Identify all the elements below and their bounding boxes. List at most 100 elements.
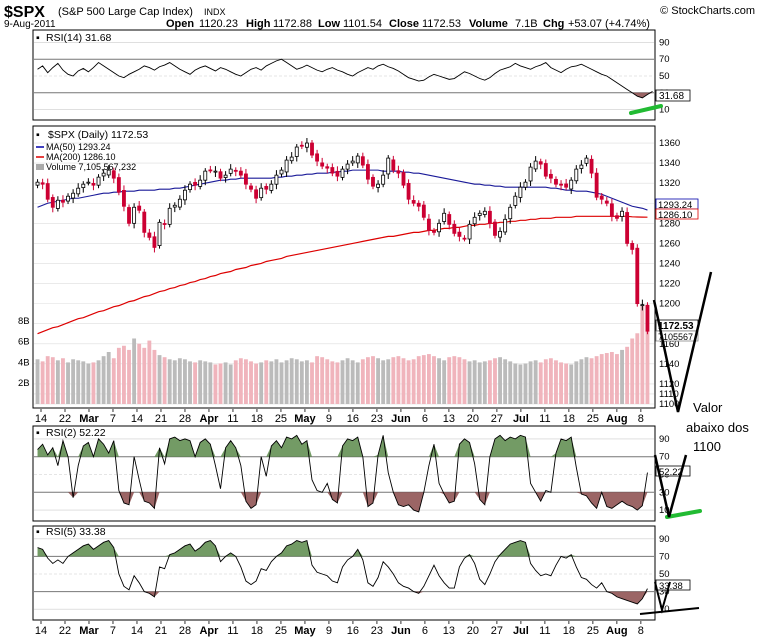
volume-bar xyxy=(406,360,411,404)
volume-bar xyxy=(421,355,426,404)
volume-bar xyxy=(528,361,533,404)
volume-bar xyxy=(299,361,304,404)
x-axis-top-label-22: 22 xyxy=(59,413,71,425)
volume-bar xyxy=(142,347,147,404)
candle-body xyxy=(381,174,386,185)
x-axis-bottom-label-8: 8 xyxy=(638,625,644,637)
candle-body xyxy=(396,170,401,174)
x-axis-bottom-label-Mar: Mar xyxy=(79,625,99,637)
volume-marker: 7105567 xyxy=(658,332,693,342)
hand-annotation: Valor abaixo dos 1100 xyxy=(629,104,749,615)
candle-body xyxy=(213,170,218,173)
x-axis-bottom-label-Jul: Jul xyxy=(513,625,529,637)
rsi14-indicator xyxy=(37,58,653,99)
candle-body xyxy=(320,162,325,167)
volume-bar xyxy=(116,347,121,404)
x-axis-bottom-label-11: 11 xyxy=(539,625,550,637)
change-label: Chg xyxy=(543,18,564,30)
candle-body xyxy=(91,182,96,186)
low-label: Low xyxy=(318,18,340,30)
candle-body xyxy=(218,171,223,179)
rsi5-indicator xyxy=(37,539,648,605)
rsi14-label-marker: ▪ xyxy=(36,32,40,44)
x-axis-top-label-13: 13 xyxy=(443,413,455,425)
x-axis-top-label-Aug: Aug xyxy=(606,413,627,425)
volume-bar xyxy=(503,359,508,404)
rsi2-current-marker: 52.22 xyxy=(659,467,683,478)
x-axis-top-label-25: 25 xyxy=(587,413,599,425)
volume-bar xyxy=(345,358,350,404)
gridlines xyxy=(34,42,654,610)
candle-body xyxy=(61,199,65,203)
price-tick-1260: 1260 xyxy=(659,238,680,249)
volume-bar xyxy=(162,357,167,404)
volume-bar xyxy=(50,357,55,404)
volume-bar xyxy=(569,364,574,404)
candle-body xyxy=(533,160,538,170)
ma50-legend: MA(50) 1293.24 xyxy=(46,142,111,152)
rsi5-tick-10: 10 xyxy=(659,604,670,615)
rsi2-tick-10: 10 xyxy=(659,505,670,516)
price-candles xyxy=(35,138,650,335)
x-axis-top-label-27: 27 xyxy=(491,413,503,425)
x-axis-top-label-23: 23 xyxy=(371,413,383,425)
candle-body xyxy=(477,212,482,216)
annotation-green-line-rsi2 xyxy=(665,509,702,519)
volume-bar xyxy=(350,360,355,404)
x-axis-bottom-label-23: 23 xyxy=(371,625,383,637)
volume-bar xyxy=(376,358,381,404)
x-axis-top-label-16: 16 xyxy=(347,413,359,425)
volume-bar xyxy=(609,352,614,404)
candle-body xyxy=(330,167,335,174)
volume-bar xyxy=(493,358,497,404)
x-axis-top-label-14: 14 xyxy=(131,413,143,425)
close-value: 1172.53 xyxy=(422,18,461,30)
rsi2-label-marker: ▪ xyxy=(36,427,40,439)
volume-bar xyxy=(137,343,142,404)
volume-bar xyxy=(447,357,452,404)
volume-bar xyxy=(559,362,563,404)
volume-bar xyxy=(543,359,548,404)
annotation-black-v-rsi5 xyxy=(654,581,671,614)
candle-body xyxy=(452,223,457,234)
candle-body xyxy=(335,170,340,177)
volume-bar xyxy=(254,363,259,404)
annotation-black-v-rsi2 xyxy=(653,454,688,518)
x-axis-bottom-label-25: 25 xyxy=(275,625,287,637)
volume-bar xyxy=(259,362,264,404)
price-tick-1340: 1340 xyxy=(659,158,680,169)
exchange-label: INDX xyxy=(204,7,226,17)
candle-body xyxy=(482,210,487,215)
candle-body xyxy=(147,232,152,238)
candle-body xyxy=(406,182,411,200)
candle-body xyxy=(101,172,106,177)
volume-bar xyxy=(487,360,492,404)
close-label: Close xyxy=(389,18,419,30)
annotation-black-line-rsi5 xyxy=(639,607,700,615)
x-axis-top-label-18: 18 xyxy=(251,413,263,425)
price-tick-1280: 1280 xyxy=(659,218,680,229)
volume-bar xyxy=(477,362,482,404)
candle-body xyxy=(371,176,375,187)
volume-bar xyxy=(127,349,131,404)
volume-bar xyxy=(228,364,233,404)
candle-body xyxy=(106,169,111,176)
candle-body xyxy=(564,183,569,188)
close-marker: 1172.53 xyxy=(658,321,694,332)
x-axis-bottom-label-25: 25 xyxy=(587,625,599,637)
volume-bar xyxy=(325,359,330,404)
price-tick-1220: 1220 xyxy=(659,279,680,290)
candle-body xyxy=(55,199,60,209)
volume-bar xyxy=(360,359,365,404)
candle-body xyxy=(244,173,248,185)
candle-body xyxy=(340,168,345,178)
index-name: (S&P 500 Large Cap Index) xyxy=(58,6,193,18)
x-axis-bottom-label-28: 28 xyxy=(179,625,191,637)
volume-bar xyxy=(533,360,538,404)
candle-body xyxy=(620,210,624,217)
x-axis-top-label-9: 9 xyxy=(326,413,332,425)
x-axis-bottom-label-Apr: Apr xyxy=(199,625,219,637)
volume-bar xyxy=(111,358,116,404)
candle-body xyxy=(76,187,81,195)
x-axis-bottom-label-6: 6 xyxy=(422,625,428,637)
